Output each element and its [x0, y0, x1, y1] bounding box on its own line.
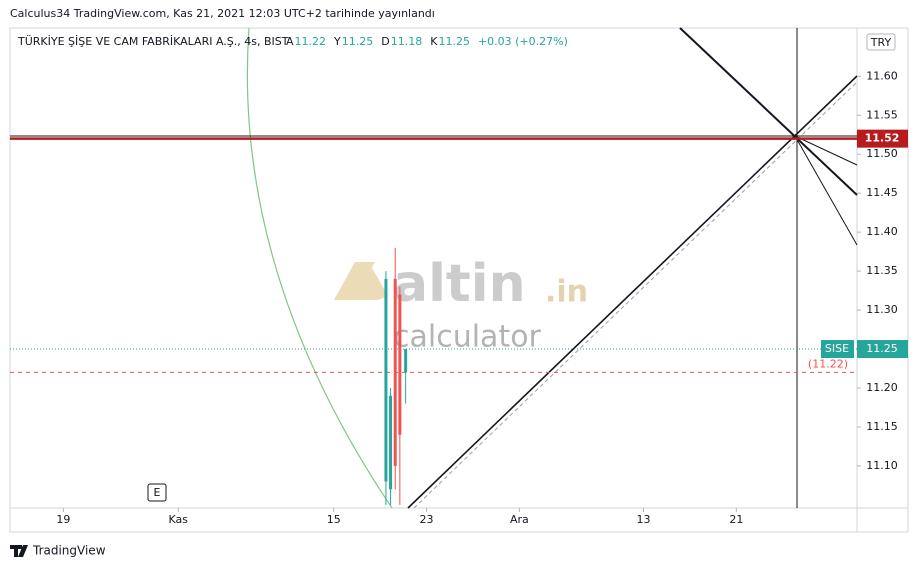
- y-tick-label: 11.20: [866, 381, 898, 394]
- x-tick-label: 23: [420, 513, 434, 526]
- trend-line: [407, 75, 858, 509]
- candle-body: [384, 278, 388, 482]
- legend-value: 11.22: [295, 35, 327, 48]
- candle-body: [393, 278, 397, 466]
- currency: TRY: [870, 36, 892, 49]
- arc-drawing: [246, 27, 393, 509]
- y-tick-label: 11.55: [866, 108, 898, 121]
- trend-line: [794, 135, 858, 246]
- legend-value: 11.18: [391, 35, 423, 48]
- price-tag-label: 11.25: [866, 342, 898, 355]
- watermark-logo: [334, 262, 388, 300]
- watermark-sub: calculator: [393, 320, 542, 355]
- legend-field-label: K: [430, 35, 438, 48]
- y-tick-label: 11.60: [866, 69, 898, 82]
- x-tick-label: 13: [637, 513, 651, 526]
- y-tick-label: 11.45: [866, 186, 898, 199]
- symbol-tag-label: SISE: [825, 342, 849, 355]
- y-tick-label: 11.10: [866, 459, 898, 472]
- y-tick-label: 11.30: [866, 303, 898, 316]
- legend-field-label: D: [381, 35, 389, 48]
- legend-field-label: Y: [333, 35, 341, 48]
- x-tick-label: 15: [327, 513, 341, 526]
- symbol-tag: [821, 340, 854, 359]
- event-marker-box: [147, 483, 167, 502]
- y-tick-label: 11.15: [866, 420, 898, 433]
- candle-body: [404, 349, 408, 373]
- watermark: altin .in calculator: [334, 254, 588, 355]
- y-tick-label: 11.40: [866, 225, 898, 238]
- x-tick-label: Kas: [168, 513, 188, 526]
- chart-frame: [9, 27, 909, 533]
- x-tick-label: 19: [56, 513, 70, 526]
- candle-body: [389, 395, 393, 490]
- footer-brand: TradingView: [32, 544, 106, 558]
- candle-body: [398, 294, 402, 435]
- level-tag: [857, 129, 908, 148]
- legend-change: +0.03 (+0.27%): [478, 35, 568, 48]
- trend-line: [413, 81, 858, 509]
- published-note: Calculus34 TradingView.com, Kas 21, 2021…: [10, 7, 435, 20]
- footer-logo: [10, 545, 28, 557]
- x-tick-label: 21: [729, 513, 743, 526]
- price-tag: [857, 340, 908, 359]
- legend-symbol: TÜRKİYE ŞİŞE VE CAM FABRİKALARI A.Ş., 4s…: [17, 35, 289, 48]
- legend: TÜRKİYE ŞİŞE VE CAM FABRİKALARI A.Ş., 4s…: [17, 35, 568, 48]
- legend-field-label: A: [286, 35, 294, 48]
- y-tick-label: 11.35: [866, 264, 898, 277]
- y-tick-label: 11.50: [866, 147, 898, 160]
- event-marker: E: [154, 486, 161, 499]
- legend-value: 11.25: [438, 35, 470, 48]
- level-tag-label: 11.52: [865, 132, 900, 145]
- drawings: [10, 27, 858, 509]
- currency-box: [866, 33, 896, 51]
- x-tick-label: Ara: [510, 513, 529, 526]
- watermark-brand: altin: [393, 254, 526, 314]
- level-label: (11.22): [808, 357, 848, 370]
- trend-line: [794, 135, 858, 166]
- watermark-tld: .in: [545, 275, 588, 310]
- trend-line: [679, 27, 858, 196]
- legend-value: 11.25: [342, 35, 374, 48]
